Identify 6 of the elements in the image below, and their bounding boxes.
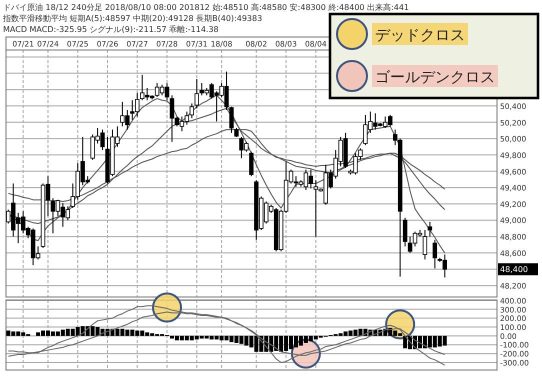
legend-label: デッドクロス [375, 26, 465, 44]
legend-label: ゴールデンクロス [375, 68, 495, 86]
chart-title: ドバイ原油 18/12 240分足 2018/08/10 08:00 201812 始:48510 高:48580 安:48300 終:48400 出来高:441 [3, 3, 409, 12]
chart-subtitle: 指数平滑移動平均 短期A(5):48597 中期(20):49128 長期B(40):49383 [2, 14, 262, 23]
text: MACD MACD:-325.95 シグナル(9):-211.57 乖離:-114.38 [3, 25, 219, 34]
text: 48,400 [500, 265, 528, 274]
